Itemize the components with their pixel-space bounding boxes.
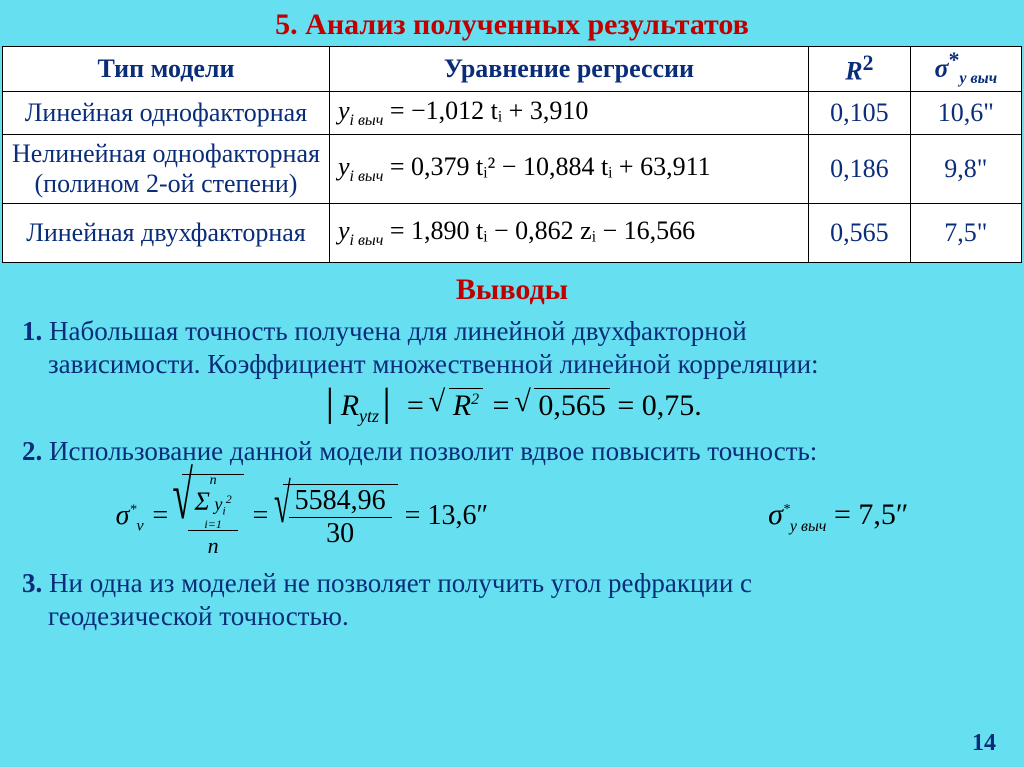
model-name: Линейная однофакторная: [3, 91, 330, 134]
sigma-value: 10,6": [910, 91, 1021, 134]
conclusion-2: 2. Использование данной модели позволит …: [0, 433, 1024, 470]
table-row: Нелинейная однофакторная (полином 2-ой с…: [3, 134, 1022, 203]
model-name: Линейная двухфакторная: [3, 203, 330, 262]
r2-value: 0,186: [808, 134, 910, 203]
page-number: 14: [972, 730, 996, 757]
sigma-value: 9,8": [910, 134, 1021, 203]
conclusions-heading: Выводы: [0, 273, 1024, 307]
conclusion-1: 1. Набольшая точность получена для линей…: [0, 313, 1024, 383]
th-model: Тип модели: [3, 47, 330, 92]
equation: yi выч = 0,379 tᵢ² − 10,884 tᵢ + 63,911: [329, 134, 808, 203]
equation: yi выч = −1,012 tᵢ + 3,910: [329, 91, 808, 134]
section-title: 5. Анализ полученных результатов: [0, 0, 1024, 46]
formula-correlation: │Rytz│ = √ R2 = √ 0,565 = 0,75.: [0, 383, 1024, 433]
results-table: Тип модели Уравнение регрессии R2 σ*y вы…: [2, 46, 1022, 263]
sigma-value: 7,5": [910, 203, 1021, 262]
conclusion-3: 3. Ни одна из моделей не позволяет получ…: [0, 565, 1024, 635]
equation: yi выч = 1,890 tᵢ − 0,862 zᵢ − 16,566: [329, 203, 808, 262]
r2-value: 0,565: [808, 203, 910, 262]
th-equation: Уравнение регрессии: [329, 47, 808, 92]
th-r2: R2: [808, 47, 910, 92]
r2-value: 0,105: [808, 91, 910, 134]
table-row: Линейная двухфакторная yi выч = 1,890 tᵢ…: [3, 203, 1022, 262]
table-row: Линейная однофакторная yi выч = −1,012 t…: [3, 91, 1022, 134]
formula-accuracy: σ*ν = √ n Σ yi2 i=1 n = √ 5584,96: [0, 470, 1024, 565]
th-sigma: σ*y выч: [910, 47, 1021, 92]
model-name: Нелинейная однофакторная (полином 2-ой с…: [3, 134, 330, 203]
